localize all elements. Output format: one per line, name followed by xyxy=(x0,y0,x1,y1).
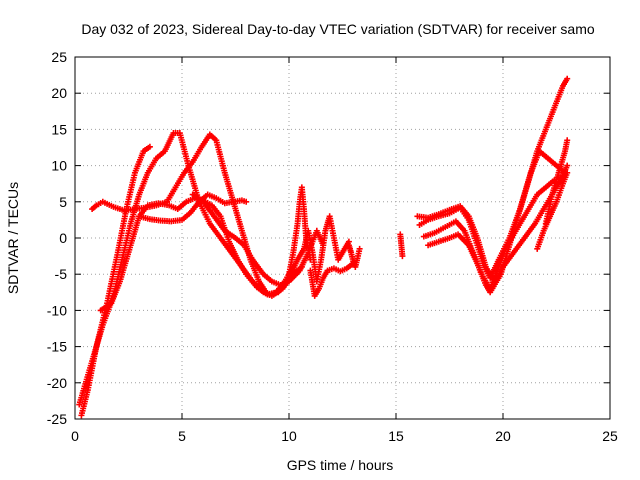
data-point xyxy=(399,253,406,260)
y-tick-label: -10 xyxy=(47,302,67,318)
y-tick-label: -5 xyxy=(55,266,68,282)
data-point xyxy=(564,162,571,169)
data-point xyxy=(564,75,571,82)
series-track-11 xyxy=(397,231,406,260)
x-tick-label: 25 xyxy=(602,428,618,444)
series-track-8 xyxy=(286,184,314,278)
y-axis-label: SDTVAR / TECUs xyxy=(5,182,21,294)
x-tick-label: 15 xyxy=(388,428,404,444)
y-tick-label: 10 xyxy=(51,158,67,174)
y-tick-label: 15 xyxy=(51,121,67,137)
data-points xyxy=(76,75,571,419)
chart-title: Day 032 of 2023, Sidereal Day-to-day VTE… xyxy=(81,21,594,37)
data-point xyxy=(564,169,571,176)
x-axis-label: GPS time / hours xyxy=(287,457,394,473)
data-point xyxy=(146,143,153,150)
data-point xyxy=(356,245,363,252)
y-tick-label: -20 xyxy=(47,375,67,391)
data-point xyxy=(564,137,571,144)
data-point xyxy=(243,198,250,205)
series-track-12 xyxy=(416,75,571,281)
x-tick-label: 0 xyxy=(71,428,79,444)
x-tick-label: 5 xyxy=(178,428,186,444)
y-tick-label: 0 xyxy=(59,230,67,246)
gridlines xyxy=(75,57,610,419)
axis-ticks: 0 5 10 15 20 25 -25 -20 -15 -10 -5 0 5 10 15 20 25 xyxy=(47,49,618,444)
x-tick-label: 10 xyxy=(281,428,297,444)
series-track-4 xyxy=(97,195,301,314)
series-track-17 xyxy=(542,137,571,227)
series-track-14 xyxy=(425,148,569,296)
data-point xyxy=(307,256,314,263)
y-tick-label: 20 xyxy=(51,85,67,101)
y-tick-label: 25 xyxy=(51,49,67,65)
series-track-6 xyxy=(189,191,327,289)
y-tick-label: -25 xyxy=(47,411,67,427)
series-track-9 xyxy=(307,260,357,299)
series-track-10 xyxy=(345,242,363,270)
y-tick-label: -15 xyxy=(47,339,67,355)
y-tick-label: 5 xyxy=(59,194,67,210)
x-tick-label: 20 xyxy=(495,428,511,444)
series-track-2 xyxy=(76,130,305,408)
